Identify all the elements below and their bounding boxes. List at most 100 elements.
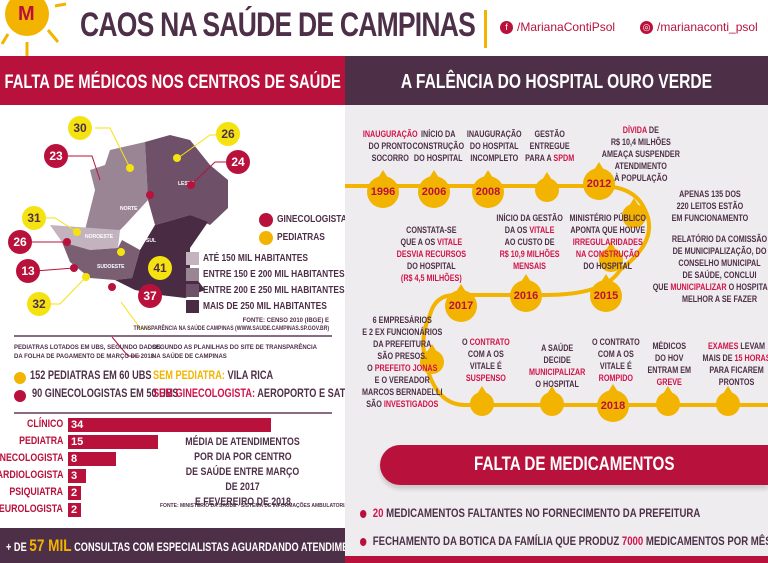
section-heading-hospital: A FALÊNCIA DO HOSPITAL OURO VERDE	[345, 60, 768, 105]
divider	[14, 412, 332, 414]
event-2017: CONSTATA-SE QUE A OS VITALE DESVIA RECURSO…	[396, 225, 467, 283]
legend-pop2: ENTRE 150 E 200 MIL HABITANTES	[203, 268, 345, 280]
event-greve: MÉDICOS DO HOV ENTRAM EM GREVE	[647, 341, 692, 387]
region-leste: LESTE	[178, 181, 195, 187]
facebook-link[interactable]: f/MarianaContiPsol	[500, 20, 615, 35]
region-sul: SUL	[146, 238, 156, 244]
bar-label: CARDIOLOGISTA	[0, 469, 63, 481]
timeline-node-2016: 2016	[510, 274, 542, 312]
bar-label: NEUROLOGISTA	[0, 503, 64, 515]
event-2016: INÍCIO DA GESTÃO DA OS VITALE AO CUSTO DE R…	[496, 213, 563, 271]
timeline-node-2017: 2017	[445, 284, 477, 322]
event-2006: INÍCIO DA CONSTRUÇÃO DO HOSPITAL	[412, 129, 465, 163]
legend-pop1: ATÉ 150 MIL HABITANTES	[203, 252, 309, 264]
timeline-node-municipalizar	[540, 386, 564, 416]
timeline-node-2012: 2012	[583, 162, 615, 200]
bubble-pediatras-norte: 30	[68, 116, 92, 140]
bar: 8	[68, 452, 116, 466]
campinas-map: NORTE LESTE NOROESTE SUDOESTE SUL	[50, 135, 228, 298]
event-relatorio: RELATÓRIO DA COMISSÃO DE MUNICIPALIZAÇÃO,…	[652, 234, 768, 304]
facebook-icon: f	[500, 21, 513, 35]
event-2015: MINISTÉRIO PÚBLICO APONTA QUE HOUVE IRREGU…	[569, 213, 646, 271]
footer-stripe-right	[345, 556, 768, 563]
legend-pop4: MAIS DE 250 MIL HABITANTES	[203, 300, 327, 312]
bubble-gineco-sul: 37	[138, 284, 162, 308]
sem-pediatra: SEM PEDIATRA: VILA RICA	[153, 370, 274, 382]
timeline-node-spdm	[535, 172, 559, 202]
instagram-link[interactable]: ◎/marianaconti_psol	[640, 20, 758, 35]
event-2012: DÍVIDA DE R$ 10,4 MILHÕES AMEAÇA SUSPENDER…	[601, 125, 680, 183]
sun-logo-icon	[0, 0, 67, 56]
bubble-gineco-norte: 23	[44, 144, 68, 168]
med-item-faltantes: 20 MEDICAMENTOS FALTANTES NO FORNECIMENT…	[360, 506, 700, 520]
event-spdm: GESTÃO ENTREGUE PARA A SPDM	[525, 129, 575, 163]
timeline-node-presos	[420, 344, 444, 374]
timeline-node-greve	[656, 386, 680, 416]
bubble-gineco-leste: 24	[226, 150, 250, 174]
stats-note-left-1: PEDIATRAS LOTADOS EM UBS, SEGUNDO DADOS	[14, 345, 161, 351]
stats-note-right-1: SEGUNDO AS PLANILHAS DO SITE DE TRANSPAR…	[152, 345, 318, 351]
timeline-node-2006: 2006	[418, 170, 450, 208]
header: M CAOS NA SAÚDE DE CAMPINAS f/MarianaCon…	[0, 0, 768, 56]
chart-source: FONTE: MINISTÉRIO DA SAÚDE - SISTEMA DE …	[160, 503, 399, 509]
map-source-2: TRANSPARÊNCIA NA SAÚDE CAMPINAS (WWW.SAU…	[133, 326, 329, 332]
pop4-swatch	[186, 300, 199, 313]
pediatras-legend-icon	[259, 231, 273, 245]
timeline-node-relatorio	[599, 242, 623, 272]
event-presos: 6 EMPRESÁRIOS E 2 EX FUNCIONÁRIOS DA PREFE…	[362, 315, 443, 409]
timeline-node-2018: 2018	[597, 384, 629, 422]
stat-pediatras: 152 PEDIATRAS EM 60 UBS	[30, 370, 152, 382]
event-exames: EXAMES LEVAM MAIS DE 15 HORAS PARA FICAREM…	[702, 341, 768, 387]
stats-note-left-2: DA FOLHA DE PAGAMENTO DE MARÇO DE 2018	[14, 354, 155, 360]
footer-consultas: + DE 57 MIL CONSULTAS COM ESPECIALISTAS …	[0, 528, 368, 563]
bar: 2	[68, 503, 81, 517]
bar: 34	[68, 418, 271, 432]
bullet-icon	[360, 537, 367, 546]
bar-label: PEDIATRA	[18, 435, 63, 447]
chart-note: MÉDIA DE ATENDIMENTOS POR DIA POR CENTRO D…	[185, 436, 300, 508]
region-sudoeste: SUDOESTE	[97, 264, 125, 270]
timeline-node-exames	[716, 386, 740, 416]
bar: 3	[68, 469, 86, 483]
bubble-pediatras-noroeste: 31	[22, 206, 46, 230]
pop2-swatch	[186, 268, 199, 281]
gineco-legend-icon	[259, 213, 273, 227]
med-item-botica: FECHAMENTO DA BOTICA DA FAMÍLIA QUE PROD…	[360, 534, 768, 548]
bar: 2	[68, 486, 81, 500]
pediatras-pie-icon	[14, 372, 26, 384]
legend-pediatras: PEDIATRAS	[277, 231, 325, 243]
stat-gineco: 90 GINECOLOGISTAS EM 50 UBS	[32, 388, 179, 400]
legend-gineco: GINECOLOGISTAS	[277, 213, 353, 225]
stats-note-right-2: NA SAÚDE DE CAMPINAS	[152, 354, 227, 360]
divider	[14, 335, 332, 337]
event-1996: INAUGURAÇÃO DO PRONTO SOCORRO	[362, 129, 418, 163]
bar-label: CLÍNICO	[26, 418, 63, 430]
pop1-swatch	[186, 252, 199, 265]
event-2008: INAUGURAÇÃO DO HOSPITAL INCOMPLETO	[466, 129, 522, 163]
event-municipalizar: A SAÚDE DECIDE MUNICIPALIZAR O HOSPITAL	[529, 343, 586, 389]
bar-label: GINECOLOGISTA	[0, 452, 63, 464]
timeline-node-suspenso	[470, 386, 494, 416]
page-title: CAOS NA SAÚDE DE CAMPINAS	[80, 6, 476, 44]
map-source-1: FONTE: CENSO 2010 (IBGE) E	[242, 318, 329, 324]
bubble-pediatras-sul: 41	[148, 256, 172, 280]
timeline-node-1996: 1996	[367, 170, 399, 208]
instagram-icon: ◎	[640, 21, 653, 35]
event-leitos: APENAS 135 DOS 220 LEITOS ESTÃO EM FUNCION…	[671, 189, 749, 223]
section-heading-medicamentos: FALTA DE MEDICAMENTOS	[380, 445, 768, 485]
logo-letter: M	[18, 3, 35, 25]
event-2018: O CONTRATO COM A OS VITALE É ROMPIDO	[591, 337, 640, 383]
bubble-pediatras-sudoeste: 32	[27, 292, 51, 316]
bar: 15	[68, 435, 158, 449]
map-leader-lines	[30, 127, 228, 357]
timeline-node-leitos	[622, 198, 646, 228]
legend-pop3: ENTRE 200 E 250 MIL HABITANTES	[203, 284, 345, 296]
region-norte: NORTE	[120, 206, 138, 212]
bullet-icon	[360, 509, 367, 518]
gineco-pie-icon	[14, 390, 26, 402]
timeline-node-2015: 2015	[590, 274, 622, 312]
event-suspenso: O CONTRATO COM A OS VITALE É SUSPENSO	[461, 337, 510, 383]
header-stripe-left	[0, 56, 345, 60]
left-panel: FALTA DE MÉDICOS NOS CENTROS DE SAÚDE NO…	[0, 60, 398, 563]
bubble-gineco-sudoeste: 13	[16, 259, 40, 283]
